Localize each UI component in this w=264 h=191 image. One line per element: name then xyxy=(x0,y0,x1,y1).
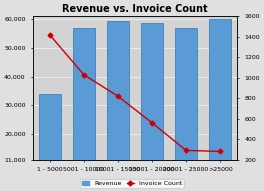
Title: Revenue vs. Invoice Count: Revenue vs. Invoice Count xyxy=(62,4,208,14)
Bar xyxy=(107,21,129,191)
Bar xyxy=(175,28,197,191)
Bar xyxy=(209,19,231,191)
Bar xyxy=(73,28,95,191)
Bar xyxy=(39,94,61,191)
Legend: Revenue, Invoice Count: Revenue, Invoice Count xyxy=(80,179,184,188)
Bar xyxy=(141,23,163,191)
